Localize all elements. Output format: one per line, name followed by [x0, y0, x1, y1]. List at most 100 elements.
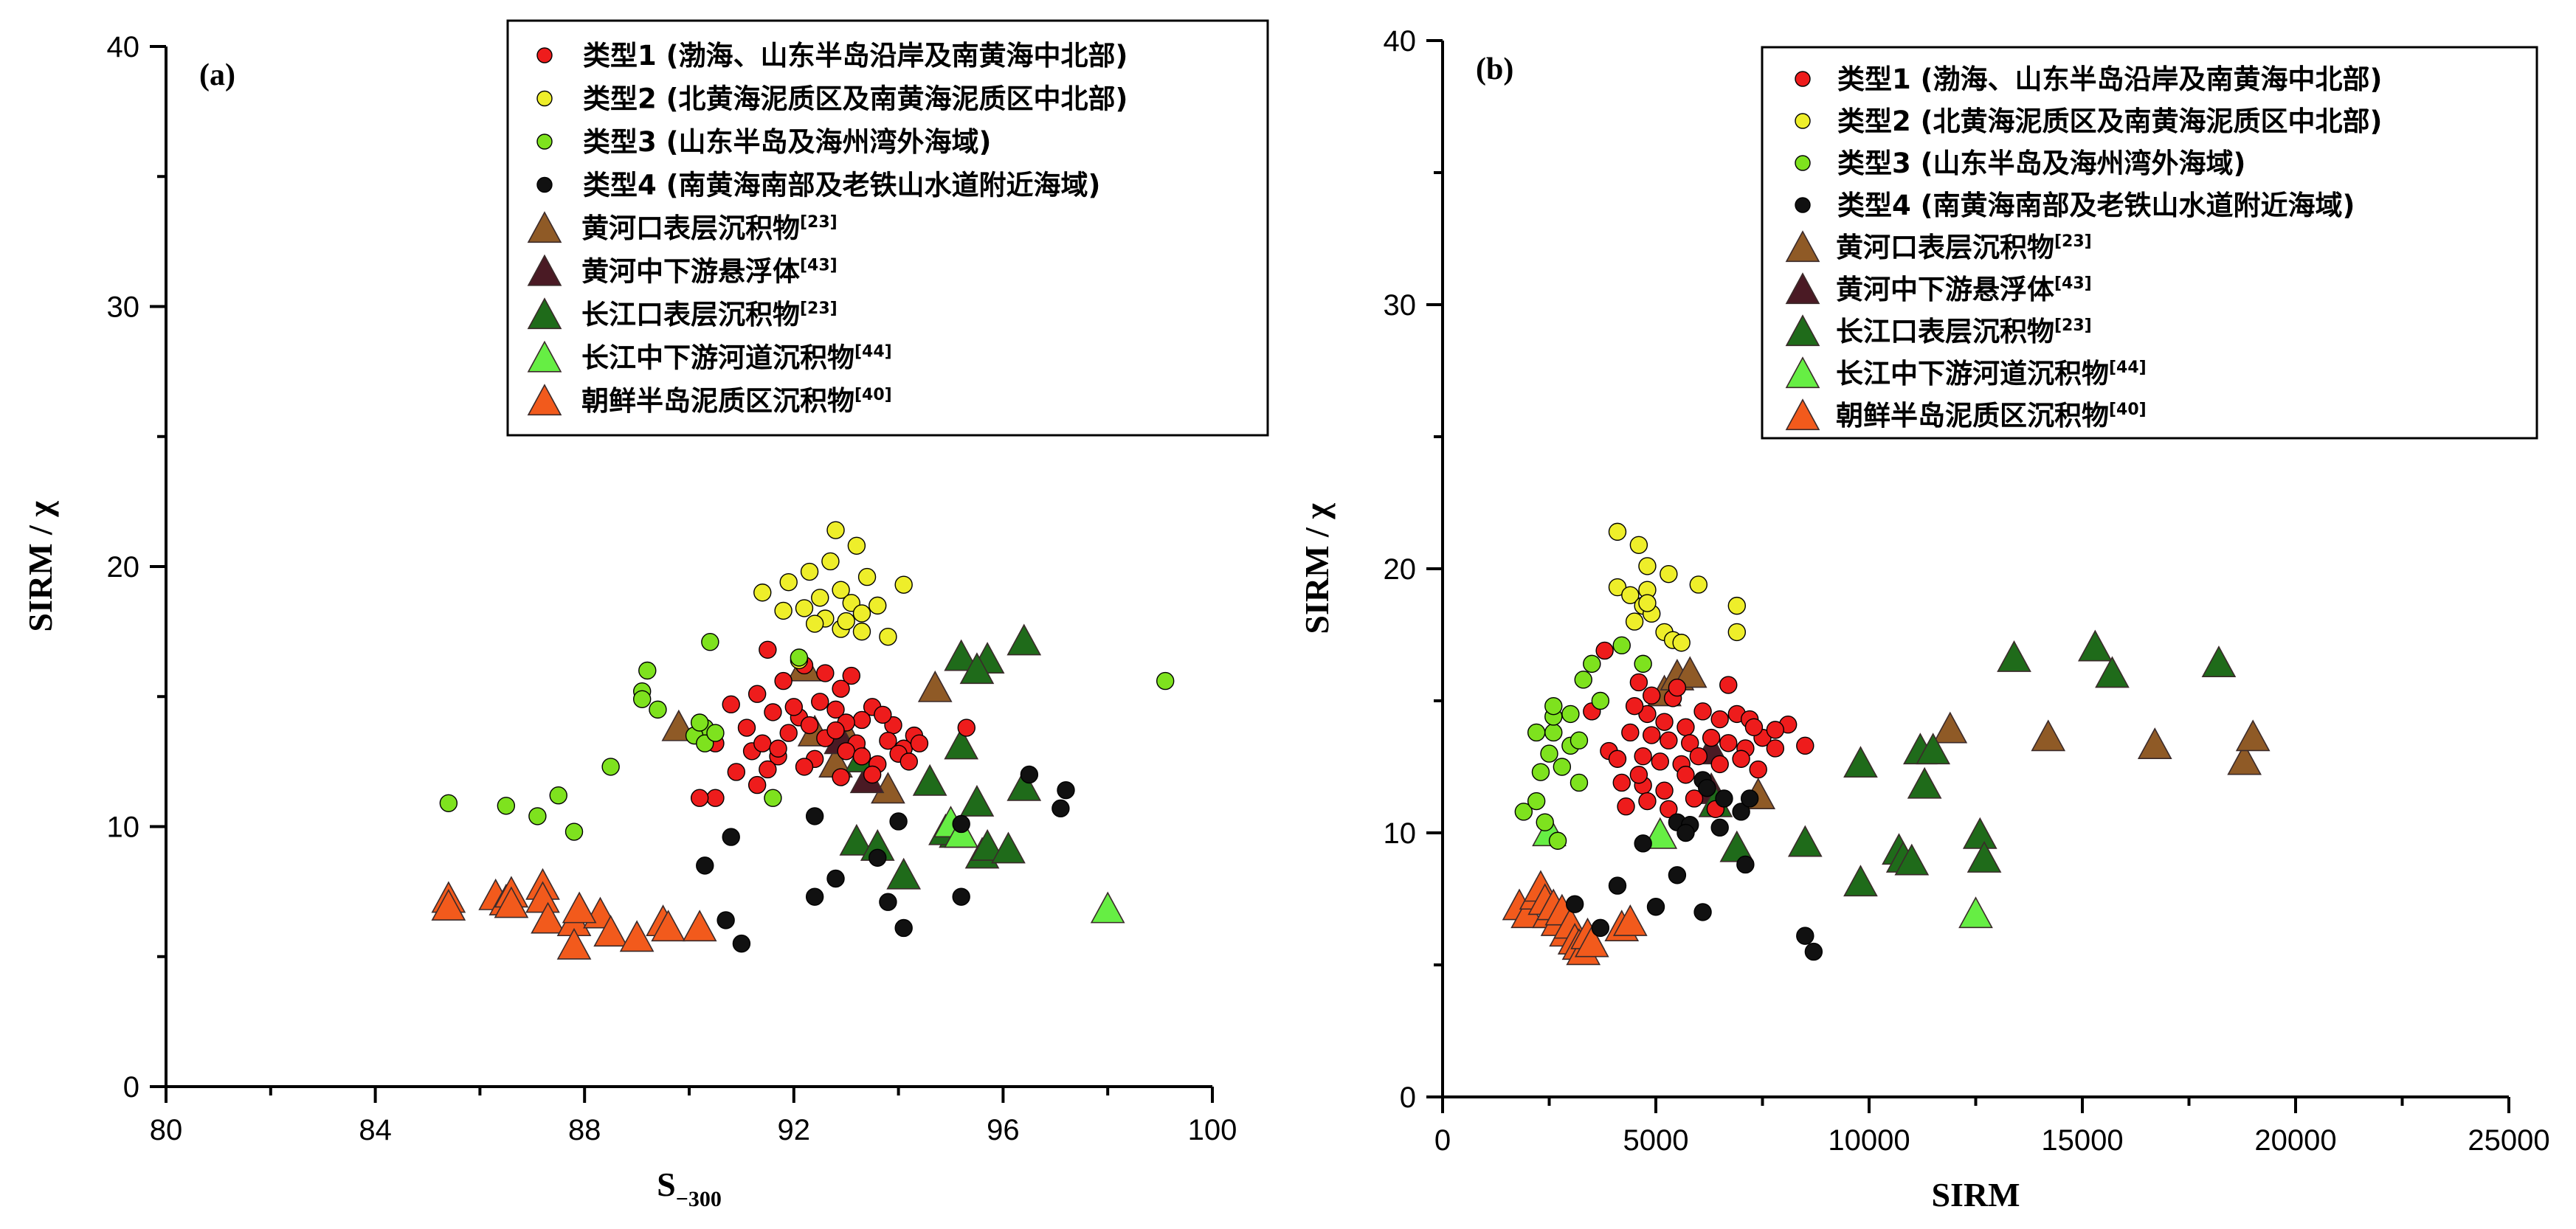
scatter-point	[784, 698, 804, 716]
scatter-point	[632, 690, 652, 708]
legend-label: 黄河中下游悬浮体[43]	[1836, 274, 2092, 305]
legend-marker	[536, 47, 553, 63]
scatter-point	[1638, 792, 1657, 811]
legend-marker	[527, 254, 562, 286]
scatter-point	[837, 612, 855, 631]
triangle-point	[1843, 865, 1878, 897]
triangle-point	[1090, 891, 1125, 924]
scatter-point	[1710, 818, 1729, 837]
scatter-point	[747, 685, 767, 703]
scatter-point	[1634, 747, 1652, 766]
series-3	[1565, 771, 1823, 961]
scatter-point	[879, 893, 897, 911]
scatter-point	[1685, 789, 1704, 808]
legend-box	[1761, 46, 2538, 440]
scatter-point	[1561, 704, 1580, 724]
scatter-point	[1689, 747, 1708, 766]
scatter-point	[852, 604, 871, 623]
scatter-point	[1608, 749, 1627, 768]
scatter-point	[795, 599, 814, 617]
y-tick-label: 0	[123, 1071, 139, 1104]
legend-marker	[1785, 314, 1820, 347]
y-tick-label: 20	[1384, 553, 1417, 586]
legend-reference: [44]	[854, 343, 892, 361]
scatter-point	[832, 768, 850, 786]
scatter-point	[1702, 728, 1721, 747]
triangle-point	[1719, 830, 1755, 862]
scatter-point	[1698, 778, 1716, 797]
scatter-point	[869, 596, 887, 615]
scatter-point	[690, 789, 709, 807]
triangle-point	[959, 785, 995, 817]
scatter-point	[759, 640, 777, 659]
scatter-point	[1583, 654, 1601, 674]
triangle-point	[917, 670, 953, 702]
legend-label: 类型1 (渤海、山东半岛沿岸及南黄海中北部)	[583, 40, 1128, 72]
legend-reference: [23]	[2054, 232, 2092, 251]
scatter-point	[795, 758, 814, 776]
scatter-point	[737, 719, 756, 737]
scatter-point	[1804, 942, 1823, 961]
scatter-point	[1536, 813, 1554, 831]
legend-label: 黄河口表层沉积物[23]	[1836, 232, 2092, 263]
triangle-point	[1907, 766, 1942, 799]
scatter-point	[1156, 671, 1175, 690]
scatter-point	[832, 581, 850, 599]
triangle-point	[431, 889, 466, 921]
x-tick-label: 92	[778, 1114, 811, 1146]
scatter-point	[874, 705, 892, 724]
scatter-point	[1553, 758, 1572, 776]
scatter-point	[957, 719, 976, 737]
triangle-point	[886, 857, 922, 890]
scatter-point	[696, 856, 714, 875]
triangle-point	[2031, 719, 2066, 752]
legend: 类型1 (渤海、山东半岛沿岸及南黄海中北部) 类型2 (北黄海泥质区及南黄海泥质区…	[506, 19, 1269, 437]
scatter-point	[497, 797, 516, 815]
scatter-point	[1617, 797, 1635, 816]
legend-marker	[1785, 272, 1820, 305]
scatter-point	[837, 742, 855, 761]
y-tick-label: 40	[1384, 25, 1417, 58]
y-tick-label: 10	[107, 811, 140, 844]
scatter-point	[852, 622, 871, 641]
scatter-point	[1643, 726, 1661, 744]
scatter-point	[1570, 731, 1589, 749]
triangle-point	[1006, 623, 1042, 656]
scatter-point	[1629, 766, 1648, 784]
x-tick-label: 15000	[2041, 1124, 2123, 1157]
scatter-point	[439, 794, 458, 812]
scatter-point	[889, 812, 908, 831]
panel-b: 0 10 20 30 40 0 5000 10000 15000 20000 25000 SIRM SI…	[1298, 25, 2550, 1214]
scatter-point	[1677, 718, 1695, 736]
scatter-point	[1740, 789, 1759, 808]
legend-label: 类型1 (渤海、山东半岛沿岸及南黄海中北部)	[1837, 63, 2382, 95]
triangle-point	[1958, 896, 1993, 929]
scatter-point	[826, 521, 845, 539]
scatter-point	[549, 786, 567, 805]
scatter-point	[1527, 723, 1546, 742]
scatter-point	[759, 760, 777, 779]
triangle-point	[1672, 656, 1707, 688]
y-tick-label: 10	[1384, 817, 1417, 850]
scatter-point	[1638, 704, 1657, 724]
scatter-point	[842, 666, 860, 685]
scatter-point	[753, 584, 772, 602]
triangle-point	[531, 901, 565, 934]
x-tick-label: 5000	[1623, 1124, 1689, 1157]
scatter-point	[1514, 803, 1533, 821]
triangle-point	[2137, 727, 2172, 759]
legend: 类型1 (渤海、山东半岛沿岸及南黄海中北部) 类型2 (北黄海泥质区及南黄海泥质区…	[1761, 46, 2538, 440]
triangle-point	[1574, 925, 1609, 958]
scatter-point	[1634, 654, 1652, 674]
x-tick-label: 80	[150, 1114, 183, 1146]
legend-marker	[1785, 230, 1820, 263]
scatter-point	[1612, 773, 1631, 792]
panel-a: 0 10 20 30 40 80 84 88 92 96 100 S−300 SIRM / χ (a) 类型…	[21, 19, 1269, 1211]
legend-reference: [44]	[2109, 359, 2147, 377]
triangle-point	[2201, 645, 2237, 678]
x-tick-label: 96	[987, 1114, 1020, 1146]
scatter-point	[852, 710, 871, 730]
x-tick-label: 25000	[2468, 1124, 2549, 1157]
legend-reference: [40]	[2109, 401, 2147, 419]
scatter-point	[1629, 536, 1648, 554]
